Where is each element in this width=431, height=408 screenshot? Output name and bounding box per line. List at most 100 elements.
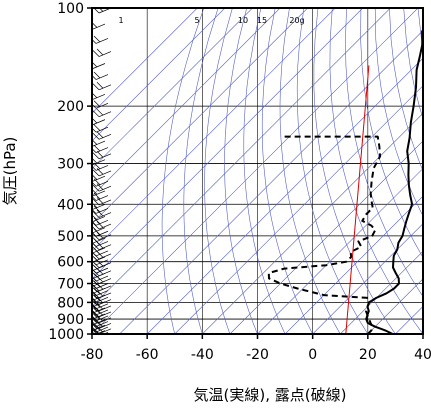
- barb-staff: [95, 275, 109, 282]
- barb-flag: [96, 197, 104, 204]
- barb-staff: [92, 319, 106, 326]
- barb-flag: [93, 71, 101, 79]
- series-dewpoint: [267, 135, 382, 334]
- barb-staff: [98, 305, 112, 312]
- isotherm-line: [257, 168, 423, 334]
- barb-flag: [92, 286, 98, 293]
- wind-barb: [92, 221, 112, 230]
- y-axis-title: 気圧(hPa): [1, 137, 19, 206]
- barb-flag: [92, 305, 98, 312]
- barb-flag: [93, 307, 101, 314]
- barb-staff: [98, 328, 112, 334]
- mixing-ratio-label: 1: [118, 16, 123, 25]
- barb-staff: [92, 237, 106, 244]
- barb-flag: [93, 100, 101, 108]
- barb-staff: [98, 111, 112, 118]
- wind-barb: [92, 183, 112, 192]
- dry-adiabat-line: [261, 8, 314, 334]
- wind-barb: [93, 8, 112, 14]
- dry-adiabat-line: [296, 8, 369, 334]
- barb-staff: [98, 323, 112, 329]
- barb-flag: [92, 322, 100, 329]
- barb-flag: [93, 228, 101, 236]
- barb-flag: [92, 279, 98, 285]
- barb-flag: [92, 236, 98, 242]
- barb-staff: [95, 309, 109, 316]
- barb-flag: [92, 202, 98, 209]
- mixing-ratio-label: 10: [238, 16, 248, 25]
- barb-staff: [92, 63, 106, 69]
- wind-barb: [92, 245, 106, 254]
- wind-barb: [92, 131, 112, 140]
- wind-barb: [92, 188, 106, 197]
- barb-flag: [92, 61, 98, 68]
- wind-barb: [92, 48, 112, 57]
- barb-staff: [98, 278, 112, 284]
- barb-staff: [95, 297, 109, 303]
- isotherm-line: [229, 140, 423, 334]
- y-tick-label: 600: [57, 255, 84, 271]
- barb-staff: [95, 219, 109, 226]
- x-tick-label: 40: [414, 347, 431, 363]
- barb-staff: [98, 133, 112, 140]
- wind-barb: [92, 202, 106, 210]
- barb-staff: [92, 23, 106, 30]
- barb-flag: [92, 152, 100, 160]
- barb-staff: [92, 140, 106, 147]
- wind-barb: [92, 323, 106, 331]
- barb-flag: [93, 294, 101, 302]
- barb-flag: [92, 110, 100, 117]
- wind-barb: [92, 309, 112, 318]
- barb-flag: [96, 221, 104, 228]
- barb-flag: [96, 151, 104, 158]
- barb-staff: [98, 170, 112, 177]
- barb-staff: [95, 290, 109, 296]
- barb-flag: [96, 131, 104, 139]
- wind-barb: [92, 317, 106, 326]
- y-tick-label: 800: [57, 295, 84, 311]
- wind-barb: [92, 151, 112, 160]
- barb-staff: [95, 326, 109, 333]
- barb-flag: [92, 214, 98, 221]
- barb-flag: [92, 222, 100, 230]
- barb-staff: [95, 241, 109, 247]
- wind-barb: [92, 168, 112, 177]
- barb-flag: [92, 174, 98, 180]
- dry-adiabat-line: [161, 8, 205, 334]
- isotherm-line: [92, 8, 281, 197]
- barb-flag: [92, 323, 98, 329]
- isotherm-line: [284, 195, 423, 334]
- chart-lines: [267, 28, 423, 334]
- y-tick-label: 100: [57, 1, 84, 17]
- wind-barb: [92, 82, 112, 91]
- barb-flag: [93, 8, 100, 14]
- barb-staff: [98, 153, 112, 160]
- isotherm-line: [92, 8, 391, 307]
- isotherm-line: [92, 8, 364, 280]
- dry-adiabat-line: [279, 8, 341, 334]
- barb-staff: [92, 159, 106, 166]
- barb-flag: [92, 211, 100, 218]
- barb-flag: [92, 83, 100, 91]
- barb-flag: [92, 299, 98, 306]
- barb-staff: [92, 190, 106, 197]
- wind-barb: [92, 311, 106, 320]
- barb-staff: [95, 38, 109, 44]
- isotherm-line: [92, 8, 308, 225]
- chart-axes: 1 5 10 15 20g1002003004005006007008009001000…: [48, 1, 431, 363]
- barb-flag: [92, 293, 98, 299]
- barb-staff: [92, 216, 106, 222]
- barb-flag: [92, 117, 98, 124]
- barb-flag: [92, 22, 98, 28]
- barb-staff: [92, 247, 106, 254]
- barb-flag: [96, 283, 104, 290]
- x-tick-label: 20: [359, 347, 377, 363]
- barb-staff: [98, 292, 112, 299]
- dry-adiabat-line: [224, 8, 258, 334]
- barb-flag: [93, 287, 101, 295]
- barb-flag: [96, 48, 104, 56]
- barb-flag: [92, 157, 98, 164]
- isotherm-line: [174, 85, 423, 334]
- wind-barb: [92, 209, 112, 218]
